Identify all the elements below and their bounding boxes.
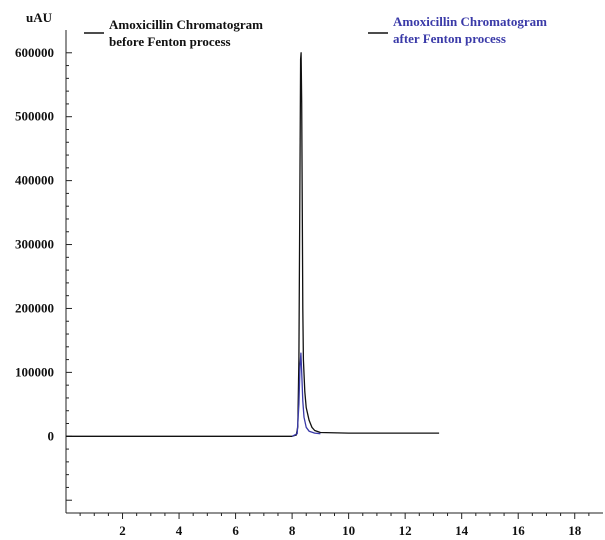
x-tick-label: 12 [399,523,412,538]
y-tick-label: 200000 [15,300,54,315]
x-tick-label: 2 [119,523,126,538]
x-tick-label: 16 [512,523,526,538]
series-line-before-fenton [66,52,440,437]
legend-label-after-line2: after Fenton process [393,31,506,46]
x-tick-label: 18 [568,523,582,538]
legend-entry-before: Amoxicillin Chromatogram before Fenton p… [84,17,263,49]
legend-label-before-line1: Amoxicillin Chromatogram [109,17,263,32]
y-tick-label: 100000 [15,364,54,379]
y-tick-label: 400000 [15,173,54,188]
legend-label-after-line1: Amoxicillin Chromatogram [393,14,547,29]
y-tick-label: 300000 [15,237,54,252]
y-tick-label: 500000 [15,109,54,124]
series-layer [66,52,440,437]
y-tick-label: 0 [48,428,55,443]
axes: 0 100000 200000 300000 400000 500000 600000 2 4 6… [15,30,603,538]
series-line-after-fenton [291,352,321,437]
legend-label-before-line2: before Fenton process [109,34,231,49]
y-axis-label: uAU [26,10,53,25]
x-tick-label: 10 [342,523,355,538]
legend-entry-after: Amoxicillin Chromatogram after Fenton pr… [368,14,547,46]
x-tick-label: 6 [232,523,239,538]
y-tick-label: 600000 [15,45,54,60]
x-tick-label: 4 [176,523,183,538]
x-tick-label: 8 [289,523,296,538]
legend: Amoxicillin Chromatogram before Fenton p… [84,14,547,49]
x-tick-label: 14 [455,523,469,538]
